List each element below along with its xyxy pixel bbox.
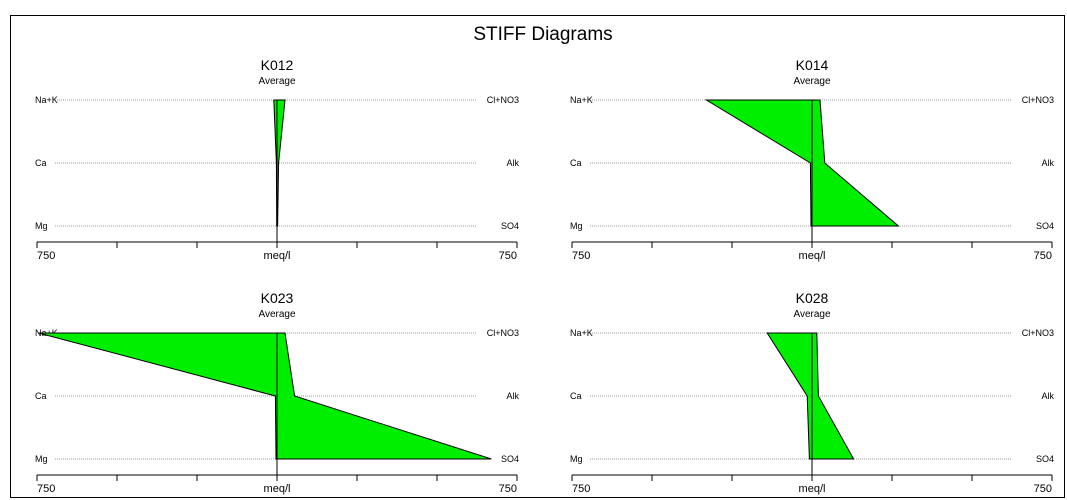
axis-tick-label-right: 750 (499, 250, 517, 262)
chart-frame (10, 15, 1065, 498)
cation-label: Mg (35, 454, 48, 464)
cation-label: Na+K (570, 95, 593, 105)
diagram-subtitle: Average (793, 309, 831, 320)
axis-unit-label: meq/l (799, 483, 826, 495)
axis-tick-label-right: 750 (1034, 250, 1052, 262)
axis-tick-label-left: 750 (572, 483, 590, 495)
main-title: STIFF Diagrams (473, 24, 613, 45)
diagram-title: K012 (261, 57, 294, 73)
stiff-polygon (766, 332, 855, 460)
diagram-title: K014 (796, 57, 829, 73)
cation-label: Mg (570, 454, 583, 464)
anion-label: Cl+NO3 (487, 95, 519, 105)
cation-label: Mg (35, 221, 48, 231)
axis-unit-label: meq/l (799, 250, 826, 262)
cation-label: Ca (35, 391, 47, 401)
anion-label: Alk (1041, 391, 1054, 401)
axis-tick-label-left: 750 (37, 483, 55, 495)
anion-label: Alk (506, 158, 519, 168)
axis-tick-label-left: 750 (37, 250, 55, 262)
cation-label: Mg (570, 221, 583, 231)
diagram-title: K028 (796, 290, 829, 306)
axis-unit-label: meq/l (264, 483, 291, 495)
axis-tick-label-right: 750 (499, 483, 517, 495)
diagram-subtitle: Average (258, 309, 296, 320)
anion-label: SO4 (1036, 221, 1054, 231)
axis-tick-label-left: 750 (572, 250, 590, 262)
anion-label: Alk (506, 391, 519, 401)
stiff-polygon (704, 99, 900, 227)
axis-unit-label: meq/l (264, 250, 291, 262)
cation-label: Ca (570, 391, 582, 401)
anion-label: Cl+NO3 (487, 328, 519, 338)
anion-label: Alk (1041, 158, 1054, 168)
anion-label: Cl+NO3 (1022, 95, 1054, 105)
anion-label: Cl+NO3 (1022, 328, 1054, 338)
diagram-title: K023 (261, 290, 294, 306)
anion-label: SO4 (501, 454, 519, 464)
axis-tick-label-right: 750 (1034, 483, 1052, 495)
cation-label: Na+K (35, 95, 58, 105)
diagram-subtitle: Average (793, 76, 831, 87)
anion-label: SO4 (1036, 454, 1054, 464)
cation-label: Ca (570, 158, 582, 168)
cation-label: Na+K (570, 328, 593, 338)
diagram-subtitle: Average (258, 76, 296, 87)
cation-label: Ca (35, 158, 47, 168)
anion-label: SO4 (501, 221, 519, 231)
stiff-polygon (38, 332, 492, 460)
